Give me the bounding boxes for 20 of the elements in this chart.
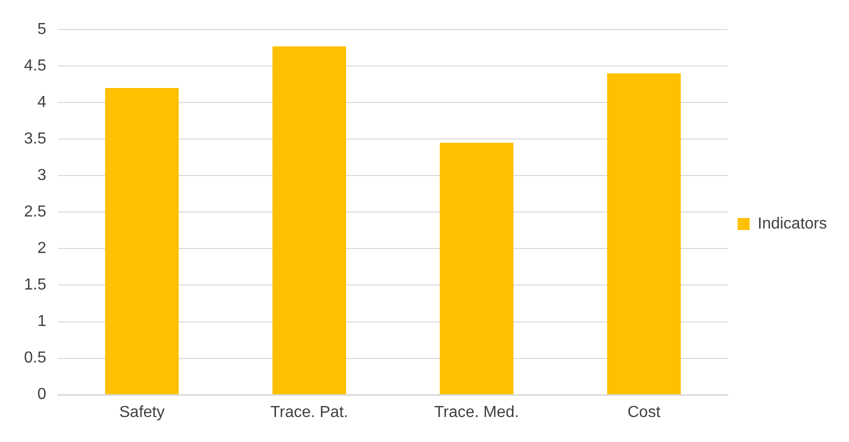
bar bbox=[607, 73, 681, 394]
y-tick-label: 1.5 bbox=[24, 276, 46, 294]
y-tick-label: 0 bbox=[37, 386, 46, 404]
y-tick-label: 3.5 bbox=[24, 130, 46, 148]
x-tick-label: Safety bbox=[119, 404, 165, 421]
bar bbox=[440, 142, 514, 394]
y-tick-label: 2.5 bbox=[24, 204, 46, 221]
y-tick-label: 2 bbox=[37, 240, 46, 258]
legend-label: Indicators bbox=[758, 215, 828, 232]
y-tick-label: 4.5 bbox=[24, 58, 46, 75]
y-tick-label: 3 bbox=[37, 167, 46, 184]
x-tick-label: Trace. Med. bbox=[434, 404, 519, 421]
y-tick-label: 0.5 bbox=[24, 350, 46, 367]
x-tick-label: Trace. Pat. bbox=[270, 404, 348, 421]
bar bbox=[105, 88, 179, 394]
y-tick-label: 1 bbox=[37, 313, 46, 330]
x-tick-label: Cost bbox=[628, 404, 661, 421]
y-tick-label: 5 bbox=[37, 21, 46, 38]
bar bbox=[272, 46, 346, 394]
y-tick-label: 4 bbox=[37, 94, 46, 112]
